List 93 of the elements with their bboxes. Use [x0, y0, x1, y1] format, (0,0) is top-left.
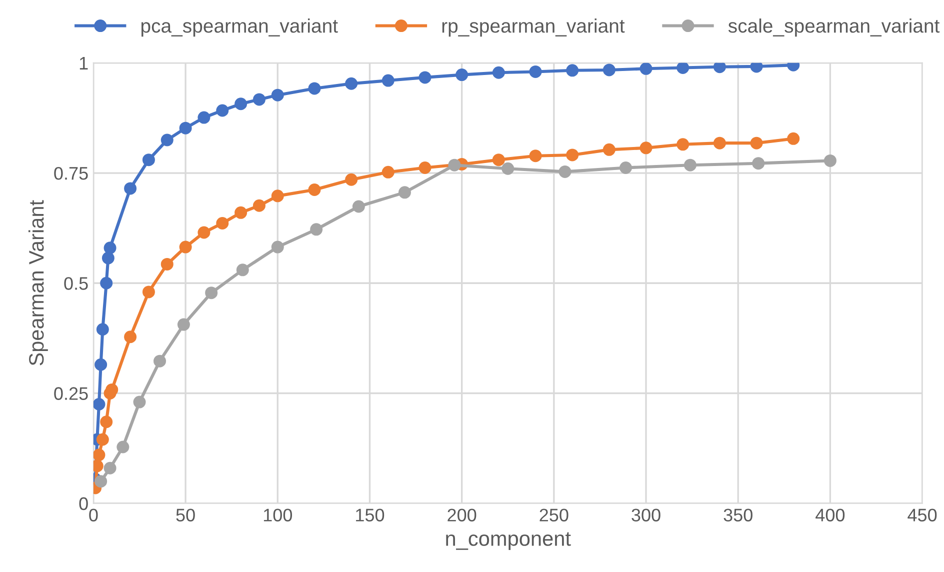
point [271, 88, 284, 102]
point [418, 71, 432, 84]
point [566, 64, 579, 77]
point [308, 82, 321, 95]
point [116, 440, 130, 454]
point [177, 318, 190, 331]
point [752, 157, 765, 170]
point [418, 161, 432, 174]
y-tick-label: 0 [79, 497, 88, 510]
point [676, 62, 690, 74]
point [602, 64, 616, 76]
point [100, 416, 113, 428]
point [352, 200, 365, 213]
point [382, 74, 394, 87]
point [398, 186, 411, 199]
point [456, 68, 468, 82]
x-tick-label: 450 [908, 508, 937, 522]
point [94, 358, 108, 371]
point [216, 104, 229, 117]
point [713, 136, 726, 150]
point [154, 354, 166, 368]
point [558, 165, 572, 178]
point [345, 77, 358, 90]
point [93, 398, 106, 411]
y-tick-label: 0.25 [54, 387, 88, 400]
point [676, 138, 690, 151]
y-tick-label: 0.75 [54, 166, 88, 180]
point [205, 286, 218, 300]
x-tick-label: 300 [632, 508, 660, 522]
point [100, 276, 113, 290]
x-tick-label: 250 [540, 508, 568, 522]
point [824, 154, 836, 167]
point [142, 286, 155, 298]
point [602, 143, 616, 156]
point [308, 184, 321, 196]
point [179, 240, 192, 254]
x-tick-label: 50 [176, 508, 195, 522]
point [640, 62, 652, 75]
point [750, 136, 763, 150]
y-tick-label: 1 [80, 57, 88, 70]
legend-label: scale_spearman_variant [728, 18, 940, 37]
point [104, 462, 116, 474]
point [94, 475, 108, 488]
point [529, 65, 542, 78]
y-axis-title: Spearman Variant [28, 200, 48, 366]
x-axis-title: n_component [446, 532, 571, 550]
point [252, 93, 266, 106]
point [93, 448, 106, 462]
point [529, 150, 542, 162]
point [684, 158, 696, 172]
point [502, 162, 514, 175]
legend-label: rp_spearman_variant [442, 18, 625, 37]
point [96, 433, 109, 446]
point [750, 62, 763, 73]
point [234, 206, 248, 219]
point [713, 62, 726, 74]
x-tick-label: 150 [356, 508, 384, 522]
point [160, 134, 174, 146]
point [142, 154, 155, 166]
point [252, 199, 266, 212]
legend-label: pca_spearman_variant [141, 18, 338, 37]
point [448, 158, 461, 172]
point [492, 154, 505, 166]
point [160, 258, 174, 270]
point [345, 173, 358, 186]
x-tick-label: 0 [89, 508, 98, 522]
x-tick-label: 200 [448, 508, 476, 522]
y-tick-label: 0.5 [64, 277, 88, 290]
point [106, 383, 118, 396]
point [787, 132, 800, 145]
point [104, 242, 116, 254]
point [179, 122, 192, 134]
point [310, 223, 323, 236]
point [566, 148, 579, 162]
point [133, 396, 146, 408]
point [620, 161, 632, 174]
point [96, 323, 109, 336]
point [271, 240, 284, 254]
point [198, 226, 210, 239]
point [236, 264, 249, 276]
point [102, 252, 114, 264]
point [382, 166, 394, 178]
point [124, 182, 137, 195]
point [124, 330, 137, 344]
x-tick-label: 400 [816, 508, 845, 522]
point [234, 98, 248, 110]
point [271, 190, 284, 202]
point [492, 66, 505, 79]
point [640, 142, 652, 154]
point [198, 111, 210, 124]
x-tick-label: 350 [724, 508, 752, 522]
point [216, 216, 229, 230]
x-tick-label: 100 [264, 508, 292, 522]
